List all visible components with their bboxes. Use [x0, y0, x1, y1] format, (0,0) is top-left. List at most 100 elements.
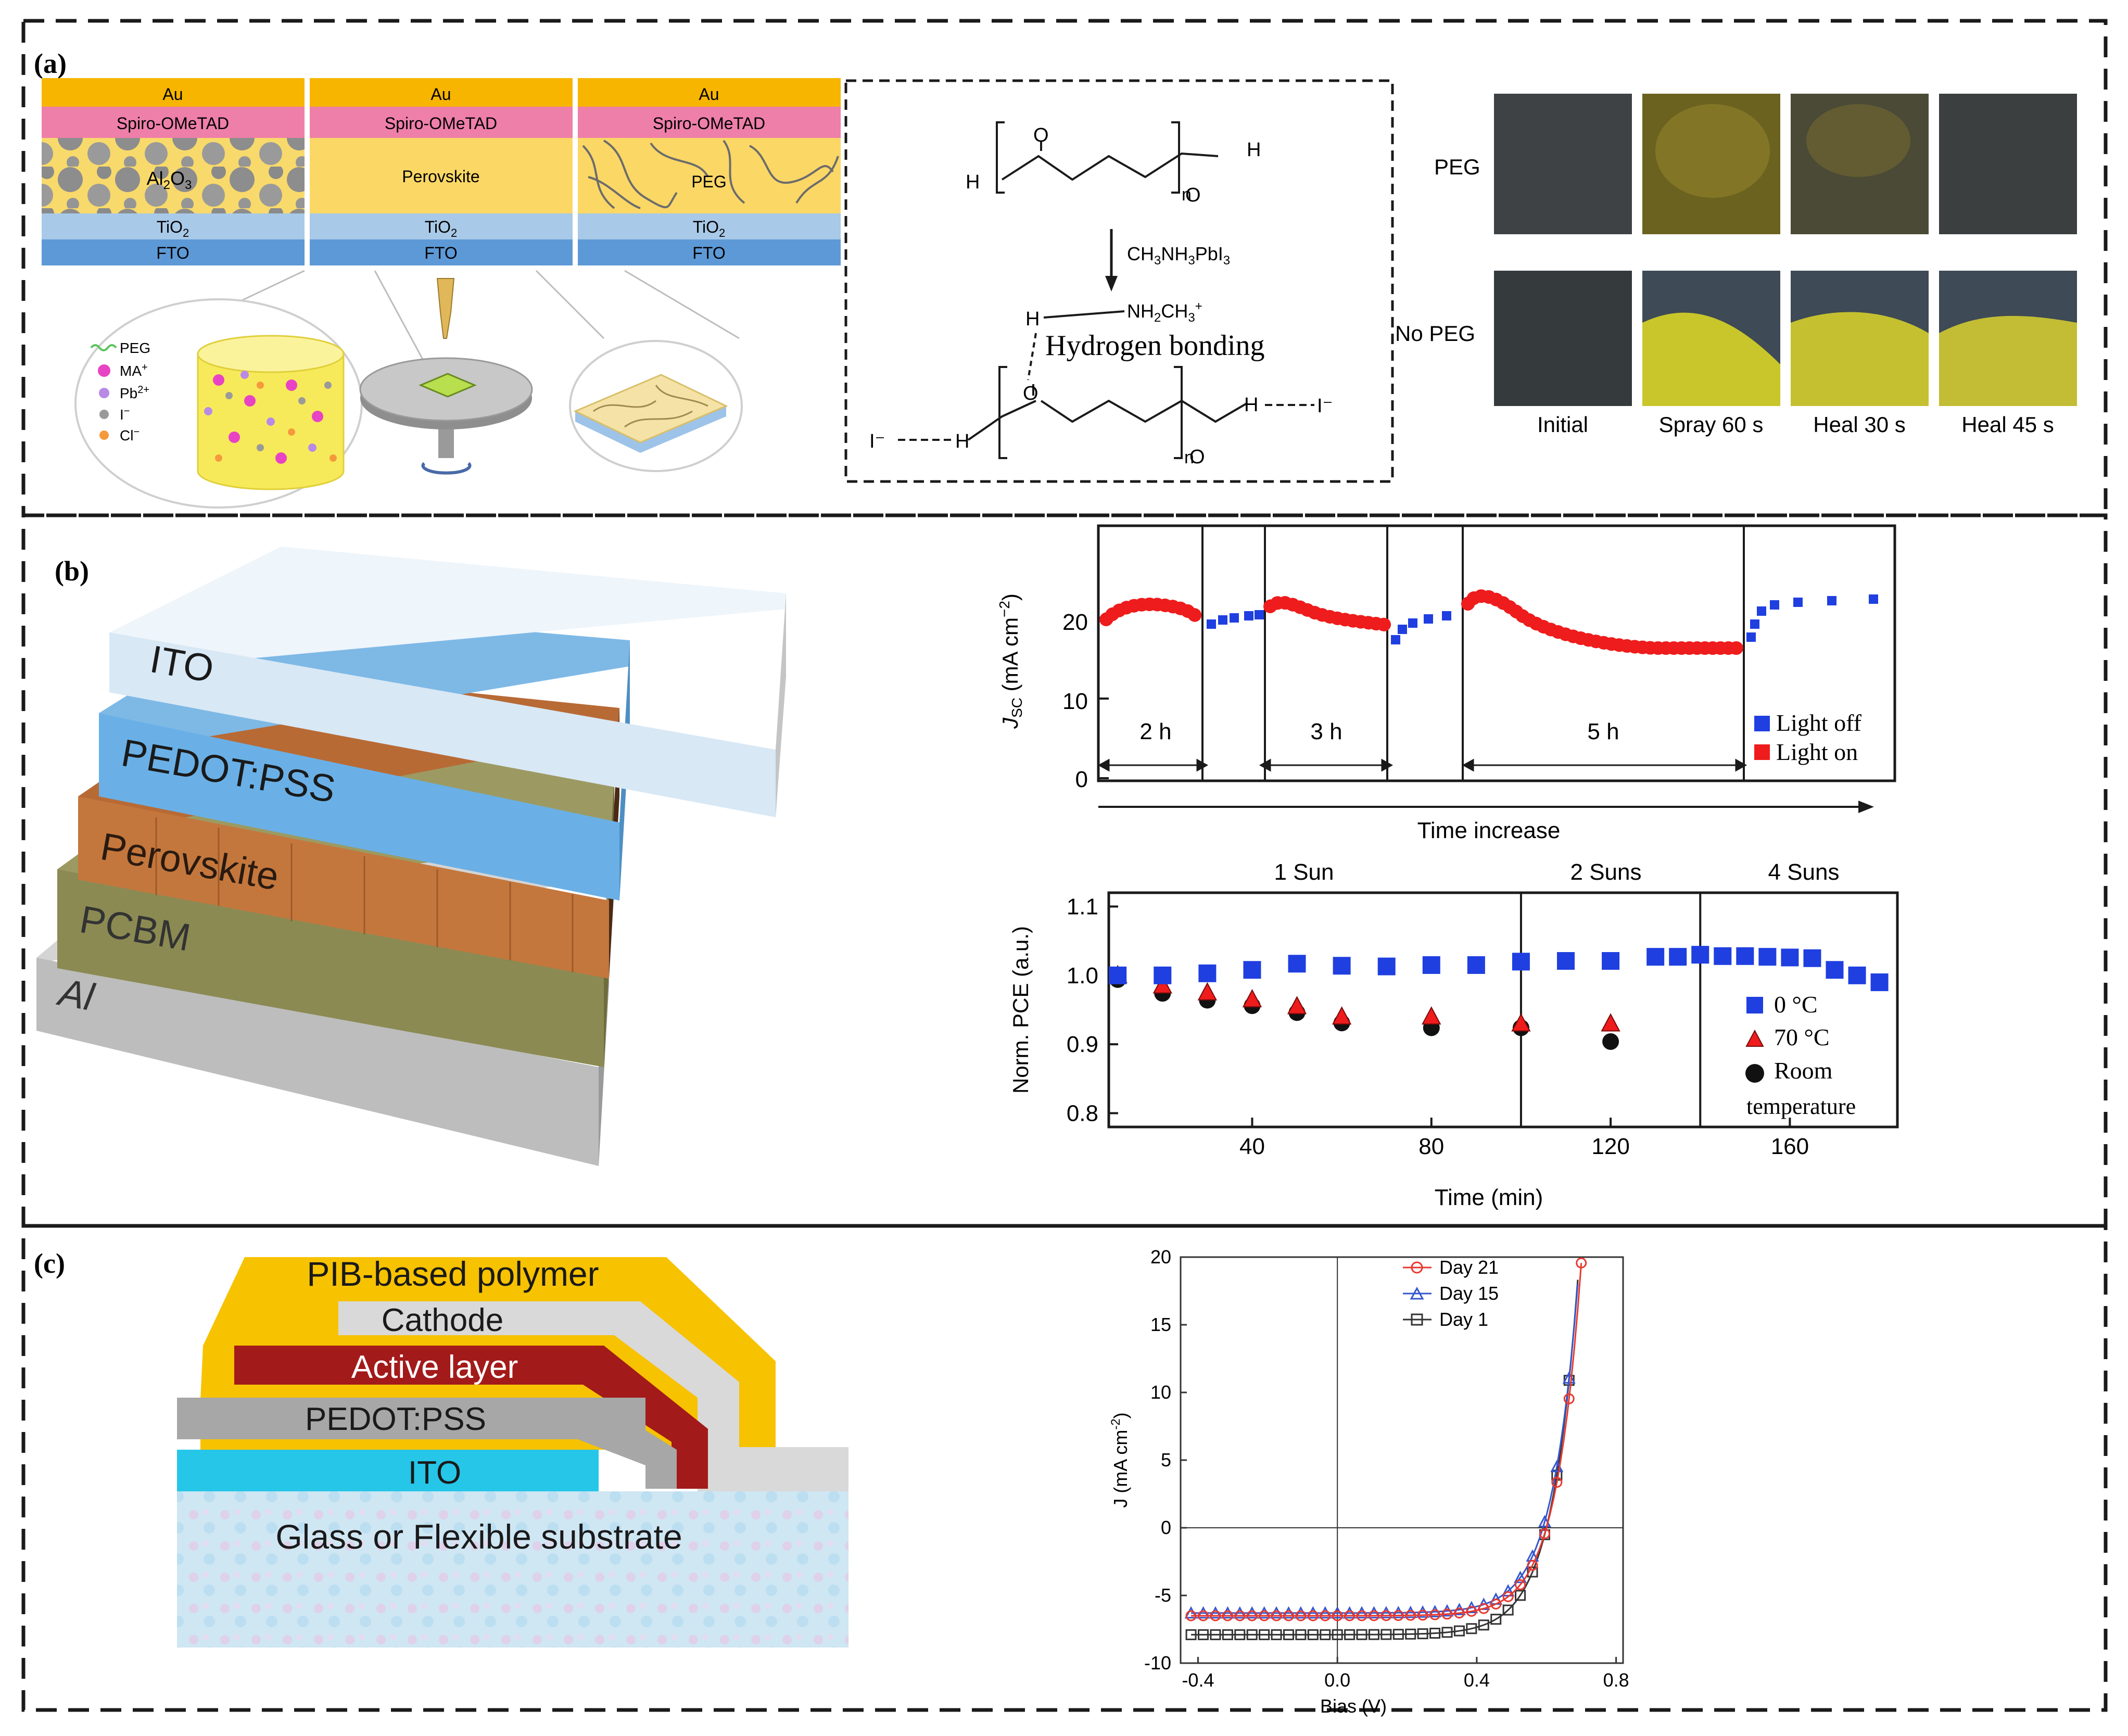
legend-day15: Day 15: [1439, 1283, 1499, 1304]
jv-point-day21: [1490, 1598, 1502, 1610]
precursor-solution: PEG MA+ Pb2+ I− Cl−: [74, 298, 363, 509]
pce-point-0c: [1803, 949, 1821, 967]
pedot-fill: [177, 1398, 645, 1439]
pce-point-70c: [1152, 975, 1172, 994]
au-label: Au: [430, 85, 451, 104]
spiro-label: Spiro-OMeTAD: [117, 114, 229, 133]
pce-point-0c: [1781, 948, 1799, 967]
jv-point-day21: [1283, 1610, 1294, 1621]
chem-n: n: [1182, 185, 1192, 205]
jv-point-day21: [1563, 1393, 1575, 1404]
au-label: Au: [162, 85, 183, 104]
jv-ytick: 10: [1150, 1382, 1171, 1403]
jv-point-day1: [1515, 1590, 1526, 1601]
layer-cathode: Cathode: [382, 1302, 503, 1338]
jv-point-day1: [1271, 1629, 1282, 1640]
jv-point-day21: [1453, 1607, 1465, 1619]
healing-photos: PEG No PEG Initial Spray 60 s Heal 30 s …: [1395, 94, 2077, 437]
ito-side: [776, 593, 786, 817]
pce-xtick: 80: [1418, 1134, 1444, 1159]
jv-point-day21: [1259, 1610, 1270, 1621]
jv-point-day21: [1576, 1257, 1587, 1269]
pce-point-0c: [1848, 966, 1866, 984]
au-layer: [310, 78, 573, 107]
jv-point-day1: [1405, 1628, 1416, 1640]
jsc-interval-5h: 5 h: [1587, 719, 1619, 744]
al-front: [36, 958, 599, 1166]
panel-b-label: (b): [55, 555, 89, 587]
jsc-light-on-seg2: [1263, 595, 1391, 631]
pce-point-0c: [1288, 955, 1306, 973]
jsc-ytick: 10: [1062, 689, 1088, 714]
legend-light-on: Light on: [1776, 739, 1858, 765]
chem-h-right: H: [1247, 139, 1261, 161]
cathode: [338, 1301, 848, 1491]
au-layer: [42, 78, 305, 107]
legend-0c-marker: [1746, 997, 1763, 1013]
jsc-ytick: 20: [1062, 610, 1088, 635]
legend-day21: Day 21: [1439, 1257, 1499, 1278]
ito-front: [109, 632, 776, 817]
perovskite-layer: [310, 138, 573, 213]
time-increase-arrowhead: [1858, 801, 1874, 813]
device-stack-3d: Al PCBM Perovskite PEDOT:PSS ITO: [36, 547, 786, 1166]
spin-arrow: [421, 462, 472, 475]
jv-point-day1: [1429, 1628, 1441, 1639]
ito-strip: [177, 1450, 599, 1491]
fto-label: FTO: [424, 244, 457, 262]
jv-point-day21: [1417, 1610, 1428, 1621]
pce-point-0c: [1377, 957, 1396, 975]
jv-point-day1: [1222, 1629, 1233, 1640]
photo-peg-heal45: [1939, 94, 2077, 234]
jsc-xlabel: Time increase: [1417, 818, 1561, 843]
jv-point-day21: [1478, 1603, 1489, 1614]
perovskite-label: Perovskite: [402, 167, 479, 186]
pce-point-0c: [1691, 946, 1709, 964]
jsc-dividers: [1201, 526, 1745, 781]
stack-perovskite: Au Spiro-OMeTAD Perovskite TiO2 FTO: [310, 78, 573, 265]
jv-point-day21: [1271, 1610, 1282, 1621]
jv-point-day1: [1478, 1619, 1489, 1631]
legend-light-off: Light off: [1776, 709, 1862, 736]
legend-70c: 70 °C: [1774, 1024, 1830, 1050]
jv-point-day21: [1380, 1610, 1392, 1621]
chem-o-bottom: O: [1023, 383, 1038, 404]
peg-chains: [582, 140, 839, 209]
jsc-ytick: 0: [1075, 767, 1088, 792]
jsc-ylabel: JSC (mA cm−2): [996, 593, 1025, 729]
panel-c-label: (c): [34, 1248, 65, 1279]
legend-iodide: I−: [120, 406, 130, 423]
jv-xtick: 0.4: [1464, 1669, 1490, 1691]
jv-point-day21: [1185, 1610, 1197, 1621]
chem-n-bottom: n: [1184, 448, 1194, 467]
legend-light-on-marker: [1754, 744, 1770, 760]
chem-amine: NH2CH3+: [1127, 299, 1202, 325]
layer-ito: ITO: [408, 1455, 461, 1491]
jsc-plot-frame: [1097, 524, 1896, 782]
legend-room-marker: [1745, 1064, 1764, 1083]
pce-point-0c: [1243, 961, 1261, 979]
tio2-layer: [578, 213, 841, 239]
jv-point-day1: [1259, 1629, 1270, 1640]
h-to-nh2: [1043, 310, 1125, 319]
legend-chloride: Cl−: [120, 426, 140, 443]
pce-point-0c: [1736, 947, 1754, 965]
pce-point-0c: [1154, 966, 1172, 984]
perovskite-front: [78, 796, 609, 979]
jv-curve-day1: [1191, 1279, 1579, 1636]
legend-light-off-marker: [1754, 716, 1770, 731]
pce-point-0c: [1758, 948, 1777, 966]
legend-ma: MA+: [120, 362, 148, 379]
fto-layer: [578, 239, 841, 265]
jv-xtick: 0.8: [1603, 1669, 1629, 1691]
tio2-label: TiO2: [425, 218, 458, 239]
legend-day1-marker: [1411, 1313, 1423, 1326]
panel-a: (a) Au Spiro-OMeTAD Al2O3 TiO2 FTO Au Sp…: [34, 48, 2077, 509]
spiro-label: Spiro-OMeTAD: [385, 114, 497, 133]
jv-point-day1: [1234, 1629, 1246, 1640]
jv-point-day1: [1490, 1614, 1502, 1625]
jv-point-day1: [1380, 1629, 1392, 1640]
pce-ylabel: Norm. PCE (a.u.): [1008, 926, 1033, 1094]
jv-xtick: 0.0: [1324, 1669, 1350, 1691]
solution-ions: [204, 371, 337, 464]
